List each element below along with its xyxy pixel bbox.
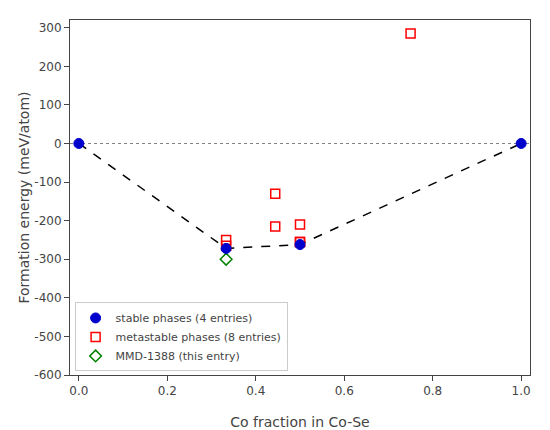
svg-text:0.6: 0.6 — [335, 384, 354, 398]
svg-text:100: 100 — [39, 98, 62, 112]
svg-text:-400: -400 — [34, 291, 61, 305]
svg-text:0.2: 0.2 — [158, 384, 177, 398]
svg-text:stable phases (4 entries): stable phases (4 entries) — [116, 312, 253, 325]
svg-text:metastable phases (8 entries): metastable phases (8 entries) — [116, 331, 281, 344]
svg-text:1.0: 1.0 — [512, 384, 531, 398]
svg-text:-600: -600 — [34, 368, 61, 382]
svg-text:300: 300 — [39, 21, 62, 35]
svg-text:-200: -200 — [34, 214, 61, 228]
svg-text:Co fraction in Co-Se: Co fraction in Co-Se — [230, 414, 369, 430]
svg-text:-500: -500 — [34, 330, 61, 344]
svg-text:0.4: 0.4 — [246, 384, 265, 398]
svg-text:-300: -300 — [34, 252, 61, 266]
svg-text:-100: -100 — [34, 175, 61, 189]
svg-text:200: 200 — [39, 60, 62, 74]
svg-text:Formation energy (meV/atom): Formation energy (meV/atom) — [16, 91, 32, 303]
svg-text:MMD-1388 (this entry): MMD-1388 (this entry) — [116, 350, 240, 363]
svg-text:0.0: 0.0 — [69, 384, 88, 398]
svg-text:0: 0 — [54, 137, 62, 151]
svg-text:0.8: 0.8 — [423, 384, 442, 398]
